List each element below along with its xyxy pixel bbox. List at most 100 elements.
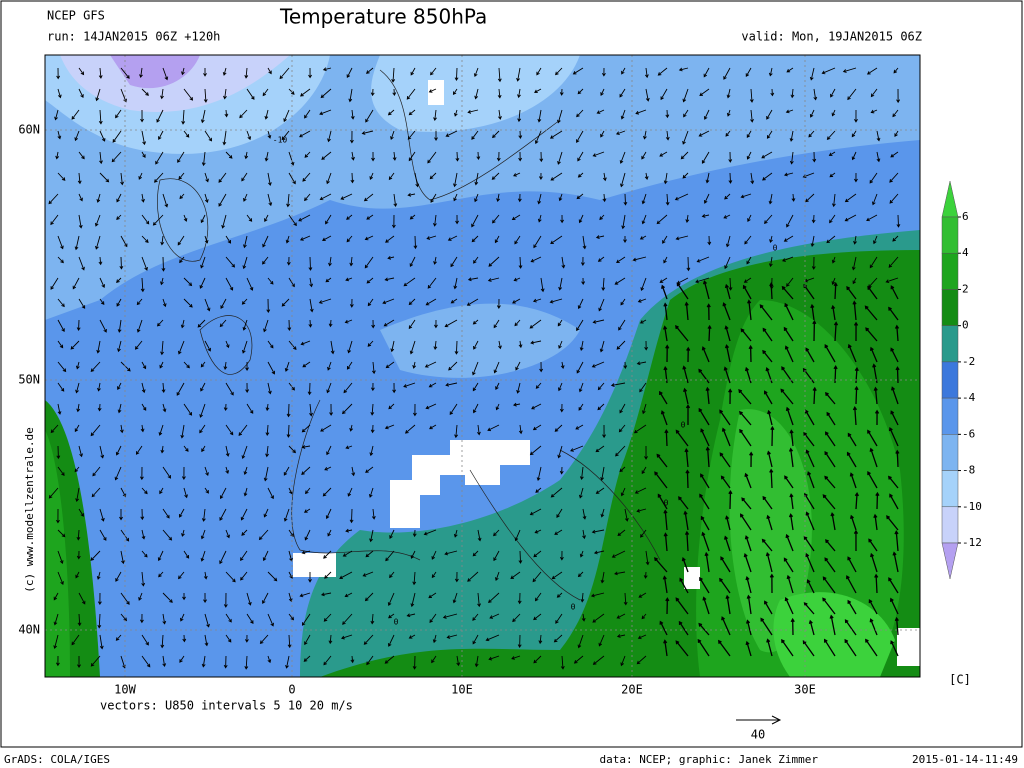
wind-arrow [342,403,353,415]
wind-arrow [854,172,858,183]
wind-arrow [240,550,248,561]
wind-arrow [57,571,64,585]
colorbar-tick-label: 0 [962,319,969,332]
wind-arrow [578,403,584,411]
colorbar-segment [941,470,959,508]
wind-arrow [724,325,731,342]
wind-arrow [763,390,773,405]
wind-arrow [614,277,626,285]
wind-arrow [492,130,500,139]
wind-arrow [654,471,668,489]
wind-arrow [141,193,145,203]
wind-arrow [267,655,272,664]
wind-arrow [680,151,689,160]
wind-arrow [894,530,899,552]
wind-arrow [739,428,752,447]
wind-arrow [582,508,587,520]
wind-arrow [409,256,416,268]
wind-arrow [349,298,354,308]
wind-arrow [786,277,794,287]
wind-arrow [805,552,815,573]
wind-arrow [641,403,647,415]
wind-arrow [560,214,564,224]
wind-arrow [200,256,206,269]
wind-arrow [453,529,458,538]
wind-arrow [592,613,605,623]
missing-norway [428,80,444,105]
wind-arrow [602,424,606,439]
wind-arrow [390,340,395,353]
wind-arrow [48,487,59,499]
wind-arrow [446,634,458,639]
wind-arrow [383,319,395,327]
wind-arrow [57,172,66,181]
wind-arrow [894,324,900,342]
field-warm [773,592,895,677]
wind-arrow [305,487,311,495]
wind-arrow [75,571,80,579]
wind-arrow [140,508,145,521]
wind-arrow [784,475,794,489]
wind-arrow [349,508,354,524]
wind-arrow [704,551,710,573]
wind-arrow [577,88,584,95]
wind-arrow [498,109,502,120]
wind-arrow [304,109,311,119]
wind-arrow [889,172,899,183]
wind-arrow [744,366,752,384]
wind-arrow [243,193,248,202]
wind-arrow [682,88,689,103]
wind-arrow [77,613,82,627]
wind-arrow [288,214,297,227]
wind-arrow [140,277,145,293]
wind-arrow [201,151,206,167]
wind-arrow [600,466,605,481]
wind-arrow [720,475,731,489]
wind-arrow [761,151,773,159]
wind-arrow [71,634,80,646]
wind-arrow [643,130,647,140]
wind-arrow [533,655,542,664]
wind-arrow [684,301,689,321]
wind-arrow [176,382,185,396]
wind-arrow [309,298,314,313]
wind-arrow [141,655,151,668]
wind-arrow [518,151,523,162]
wind-arrow [888,306,899,321]
wind-arrow [824,450,836,468]
wind-arrow [678,496,689,510]
wind-arrow [454,109,458,117]
wind-arrow [74,424,80,433]
wind-arrow [152,214,164,226]
wind-arrow [869,172,878,184]
wind-arrow [803,283,815,300]
wind-arrow [204,466,209,477]
wind-arrow [139,67,143,79]
wind-arrow [141,256,148,271]
wind-arrow [298,214,311,222]
wind-arrow [537,193,542,205]
wind-arrow [448,361,458,371]
colorbar-segment [941,216,959,254]
wind-arrow [286,424,291,438]
wind-arrow [156,319,164,327]
wind-arrow [600,508,605,518]
wind-arrow [99,634,104,650]
wind-arrow [181,109,186,125]
wind-arrow [762,172,773,181]
wind-arrow [577,634,584,649]
wind-arrow [385,361,395,369]
wind-arrow [262,592,269,604]
wind-arrow [319,109,332,116]
wind-arrow [98,109,103,125]
wind-arrow [762,327,773,342]
wind-arrow [780,388,794,405]
reference-vector-label: 40 [751,728,765,742]
wind-arrow [639,382,647,393]
wind-arrow [162,613,167,625]
wind-arrow [197,319,206,328]
wind-arrow [99,298,105,305]
wind-arrow [203,88,208,103]
wind-arrow [388,613,395,619]
wind-arrow [370,382,375,392]
